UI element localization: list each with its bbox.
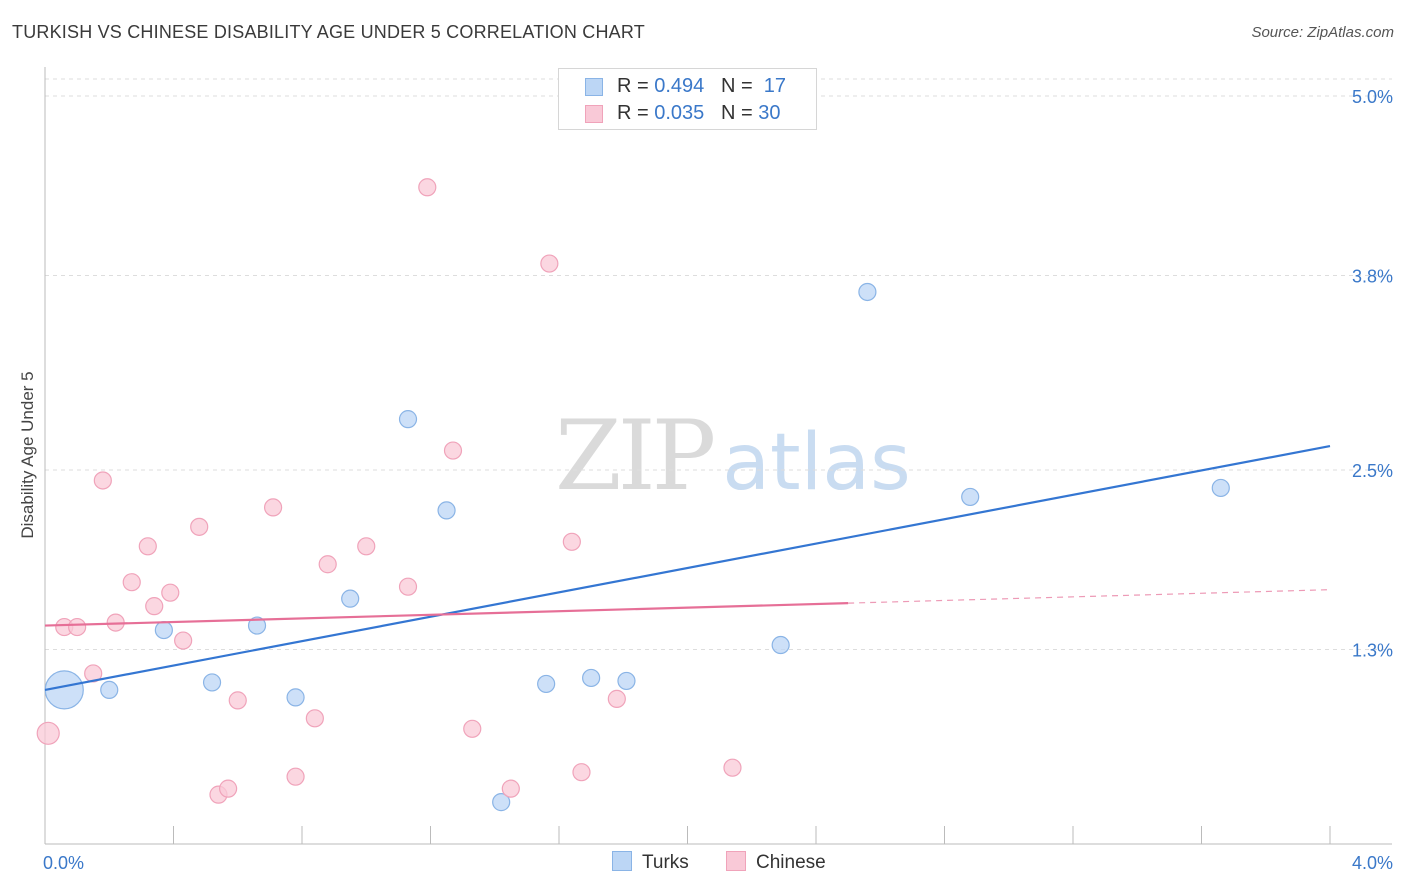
turks-trend-line: [44, 444, 1331, 691]
chinese-point: [463, 719, 482, 738]
legend-chinese-text: R = 0.035 N = 30: [617, 102, 780, 125]
turks-point: [286, 688, 305, 707]
chinese-point: [607, 689, 626, 708]
n-value: 30: [758, 102, 781, 124]
chinese-point: [145, 597, 164, 616]
chinese-point: [443, 441, 463, 460]
turks-point: [537, 674, 556, 694]
turks-point: [1211, 478, 1230, 498]
turks-point: [154, 620, 173, 640]
chinese-point: [68, 617, 87, 637]
chinese-point: [723, 758, 742, 777]
watermark-zip: ZIP: [555, 400, 716, 512]
chinese-point: [286, 767, 305, 786]
r-label: R =: [617, 75, 655, 97]
turks-point: [247, 616, 267, 635]
y-tick-label: 5.0%: [1352, 87, 1393, 107]
chinese-point: [398, 577, 418, 596]
turks-point: [582, 668, 601, 688]
chinese-swatch: [585, 105, 603, 123]
chinese-point: [263, 498, 283, 517]
turks-point: [202, 673, 222, 692]
r-value: 0.494: [654, 75, 705, 97]
turks-point: [437, 501, 456, 520]
x-tick-label: 4.0%: [1352, 853, 1393, 873]
chinese-point: [562, 532, 581, 551]
n-value: 17: [763, 75, 787, 97]
chinese-swatch: [726, 851, 746, 871]
y-tick-label: 1.3%: [1352, 641, 1393, 661]
turks-point: [617, 671, 636, 691]
x-tick-label: 0.0%: [43, 853, 84, 873]
turks-point: [771, 635, 790, 655]
turks-point: [492, 793, 511, 812]
chinese-point: [540, 254, 559, 273]
chinese-point: [122, 573, 141, 592]
chinese-point: [84, 664, 103, 683]
chinese-point: [161, 583, 180, 602]
turks-point: [858, 282, 877, 302]
chinese-point: [219, 779, 238, 798]
chinese-trend-line-extension: [848, 589, 1331, 604]
turks-point: [341, 589, 360, 608]
n-label: N =: [720, 75, 759, 97]
chinese-point: [357, 537, 376, 556]
chinese-point: [501, 779, 520, 798]
y-axis-label: Disability Age Under 5: [18, 371, 37, 539]
chinese-trend-line: [44, 602, 849, 627]
legend-turks-label: Turks: [642, 852, 689, 873]
turks-swatch: [612, 851, 632, 871]
legend-item-turks: Turks: [612, 851, 689, 874]
legend-item-chinese: Chinese: [726, 851, 826, 874]
legend-chinese-label: Chinese: [756, 852, 826, 873]
watermark-atlas: atlas: [722, 418, 911, 508]
y-tick-label: 3.8%: [1352, 267, 1393, 287]
turks-point: [961, 487, 980, 507]
chinese-point: [36, 721, 60, 745]
chinese-point: [190, 517, 209, 536]
r-value: 0.035: [654, 102, 705, 124]
y-tick-label: 2.5%: [1352, 461, 1393, 481]
chinese-point: [572, 763, 591, 782]
source-label: Source: ZipAtlas.com: [1251, 24, 1394, 41]
n-label: N =: [720, 102, 759, 124]
chinese-point: [305, 709, 324, 728]
chinese-point: [318, 555, 337, 574]
correlation-legend: R = 0.494 N = 17 R = 0.035 N = 30: [558, 68, 817, 130]
turks-point: [100, 680, 119, 700]
chinese-point: [418, 178, 437, 197]
legend-turks-text: R = 0.494 N = 17: [617, 75, 786, 98]
chart-title: TURKISH VS CHINESE DISABILITY AGE UNDER …: [12, 22, 645, 42]
turks-swatch: [585, 78, 603, 96]
turks-point: [44, 670, 84, 710]
chinese-point: [93, 471, 112, 490]
watermark: ZIP atlas: [555, 400, 911, 512]
chinese-point: [138, 537, 157, 556]
r-label: R =: [617, 102, 655, 124]
chinese-point: [228, 691, 247, 710]
turks-point: [398, 410, 418, 429]
chinese-point: [174, 631, 193, 650]
